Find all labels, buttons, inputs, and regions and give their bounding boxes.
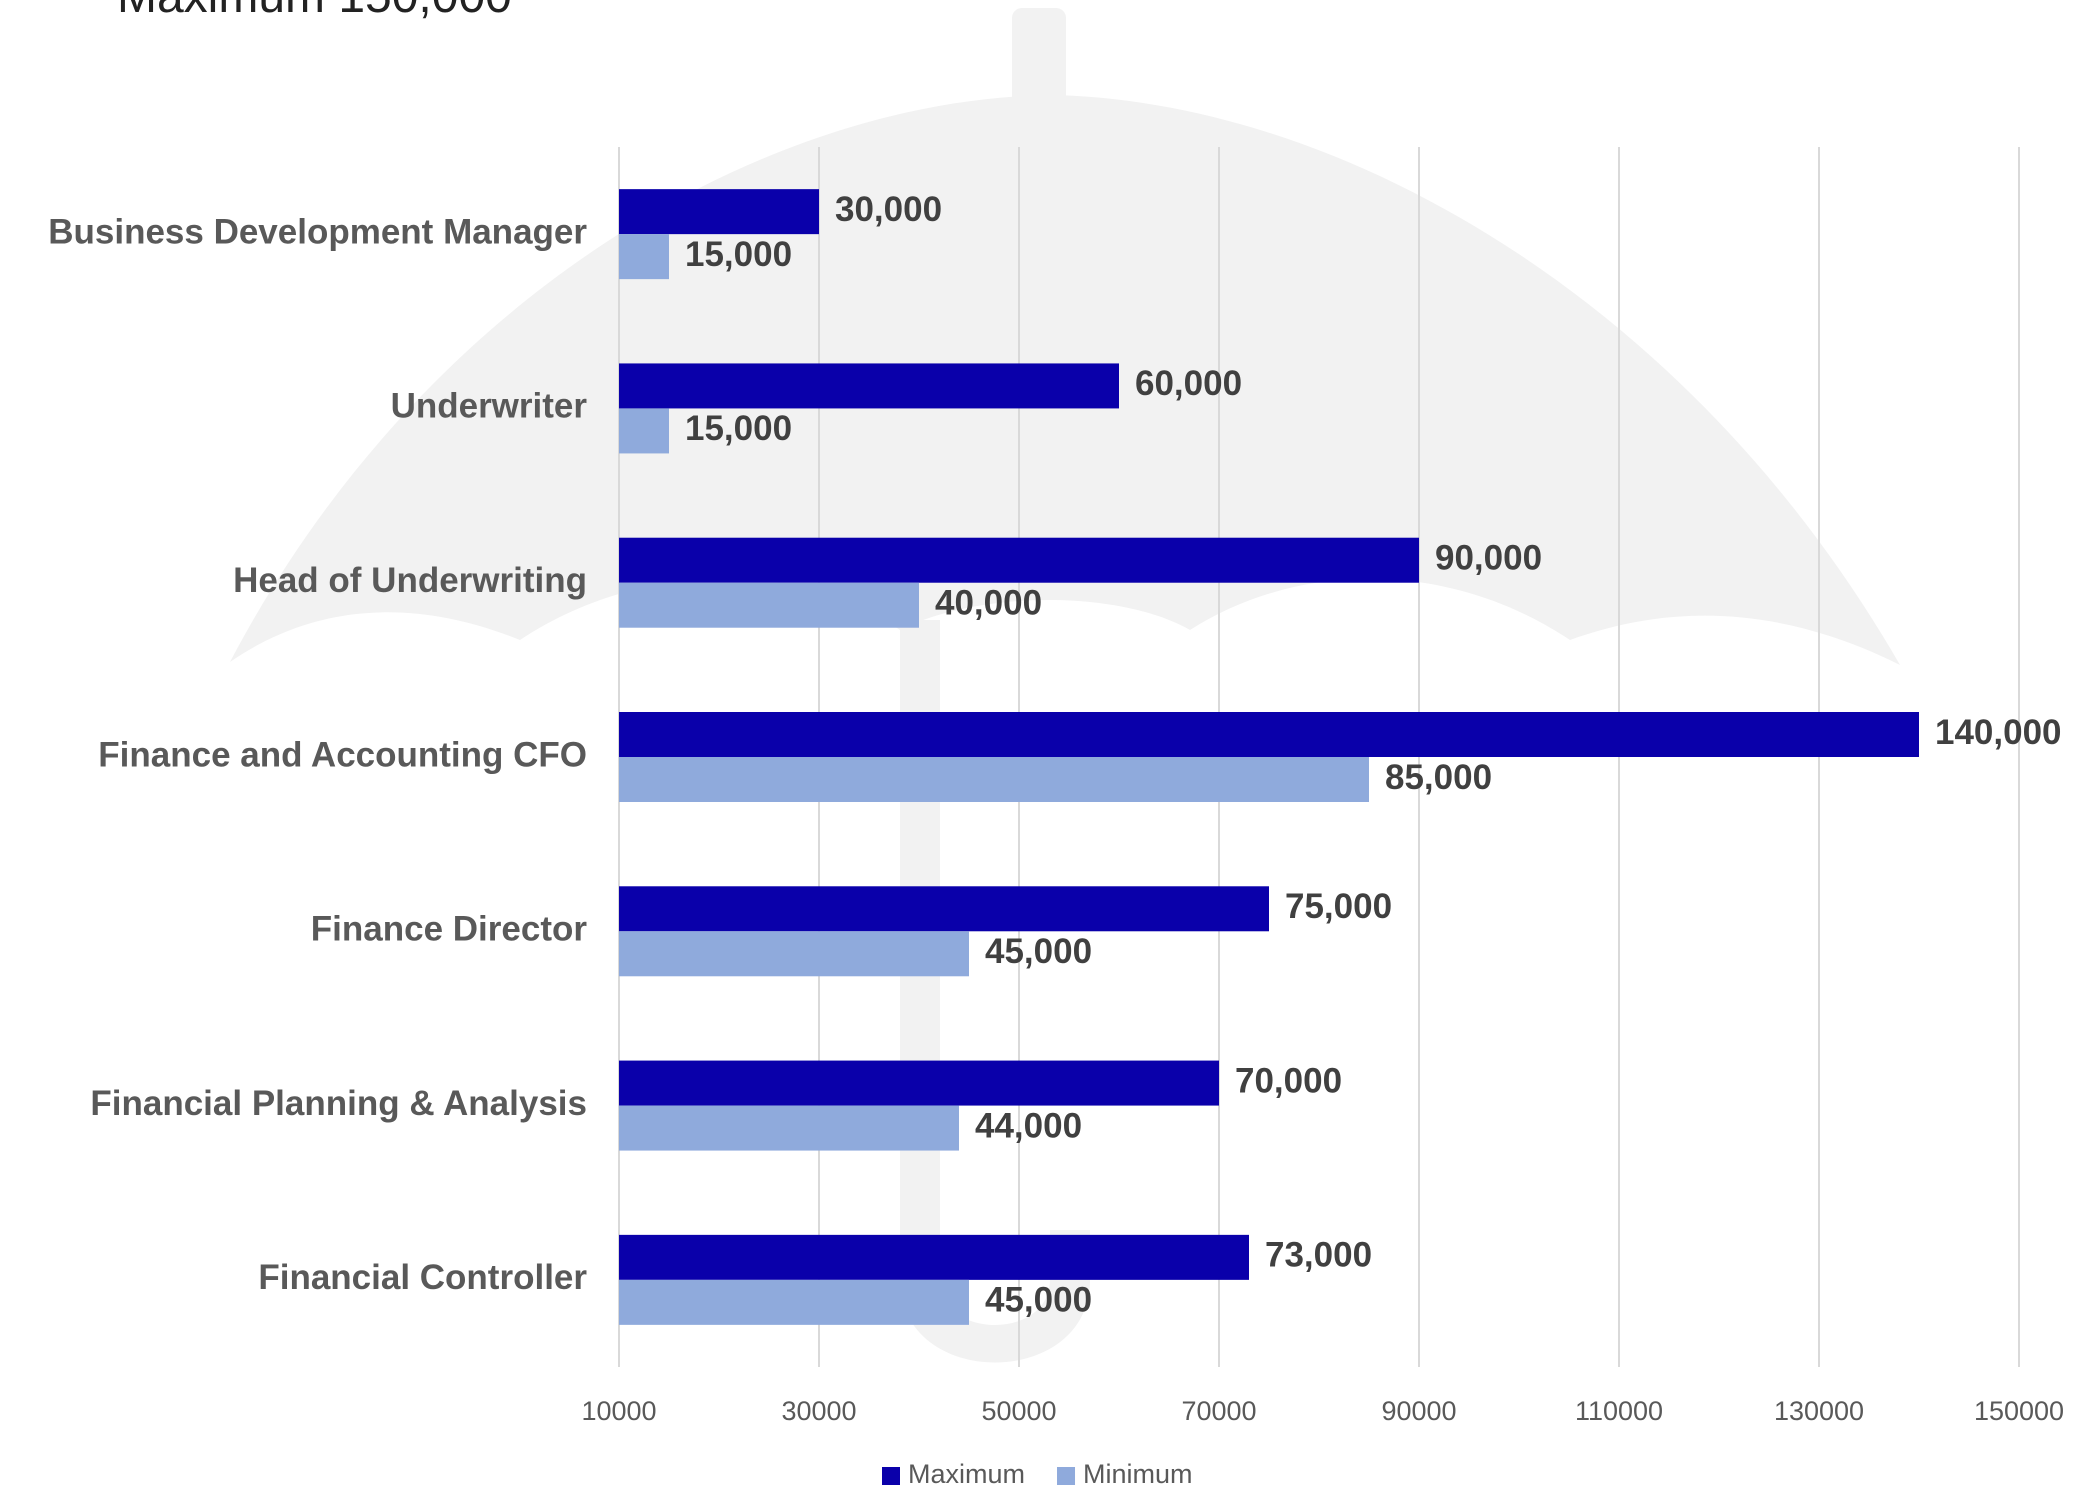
bar bbox=[619, 582, 919, 628]
chart-title: Maximum 150,000 bbox=[117, 0, 512, 23]
y-tick-label: Business Development Manager bbox=[48, 212, 587, 251]
x-tick-label: 150000 bbox=[1974, 1396, 2064, 1426]
y-tick-label: Finance and Accounting CFO bbox=[98, 735, 587, 774]
y-tick-label: Head of Underwriting bbox=[233, 561, 587, 600]
bar bbox=[619, 1234, 1249, 1280]
plot: 10000 30000 50000 70000 90000 110000 130000 150… bbox=[48, 147, 2064, 1489]
legend-swatch bbox=[882, 1467, 900, 1485]
x-tick-label: 90000 bbox=[1381, 1396, 1456, 1426]
data-label: 45,000 bbox=[985, 932, 1092, 971]
bar bbox=[619, 931, 969, 977]
x-tick-label: 30000 bbox=[781, 1396, 856, 1426]
y-tick-label: Underwriter bbox=[391, 387, 588, 426]
data-label: 140,000 bbox=[1935, 713, 2062, 752]
legend-swatch bbox=[1057, 1467, 1076, 1485]
bar bbox=[619, 886, 1269, 932]
bar bbox=[619, 408, 669, 454]
data-label: 70,000 bbox=[1235, 1061, 1342, 1100]
data-label: 85,000 bbox=[1385, 758, 1492, 797]
data-label: 90,000 bbox=[1435, 538, 1542, 577]
x-tick-label: 50000 bbox=[981, 1396, 1056, 1426]
bar bbox=[619, 1105, 959, 1151]
y-tick-label: Financial Planning & Analysis bbox=[90, 1084, 587, 1123]
bar bbox=[619, 189, 819, 235]
legend-label: Maximum bbox=[908, 1459, 1025, 1489]
data-label: 73,000 bbox=[1265, 1236, 1372, 1275]
data-label: 44,000 bbox=[975, 1106, 1082, 1145]
bar bbox=[619, 712, 1919, 757]
x-tick-label: 110000 bbox=[1575, 1396, 1663, 1426]
data-label: 30,000 bbox=[835, 190, 942, 229]
bar bbox=[619, 537, 1419, 583]
data-label: 40,000 bbox=[935, 583, 1042, 622]
legend-label: Minimum bbox=[1083, 1459, 1193, 1489]
x-tick-label: 70000 bbox=[1181, 1396, 1256, 1426]
data-label: 15,000 bbox=[685, 235, 792, 274]
bar bbox=[619, 363, 1119, 409]
bar bbox=[619, 234, 669, 280]
umbrella-watermark bbox=[230, 8, 1900, 1363]
y-tick-label: Finance Director bbox=[311, 910, 588, 949]
data-label: 45,000 bbox=[985, 1281, 1092, 1320]
x-tick-label: 10000 bbox=[581, 1396, 656, 1426]
data-label: 15,000 bbox=[685, 409, 792, 448]
bar bbox=[619, 757, 1369, 802]
bar bbox=[619, 1279, 969, 1325]
y-tick-label: Financial Controller bbox=[258, 1258, 587, 1297]
bar bbox=[619, 1060, 1219, 1106]
x-tick-label: 130000 bbox=[1774, 1396, 1864, 1426]
data-label: 60,000 bbox=[1135, 364, 1242, 403]
data-label: 75,000 bbox=[1285, 887, 1392, 926]
